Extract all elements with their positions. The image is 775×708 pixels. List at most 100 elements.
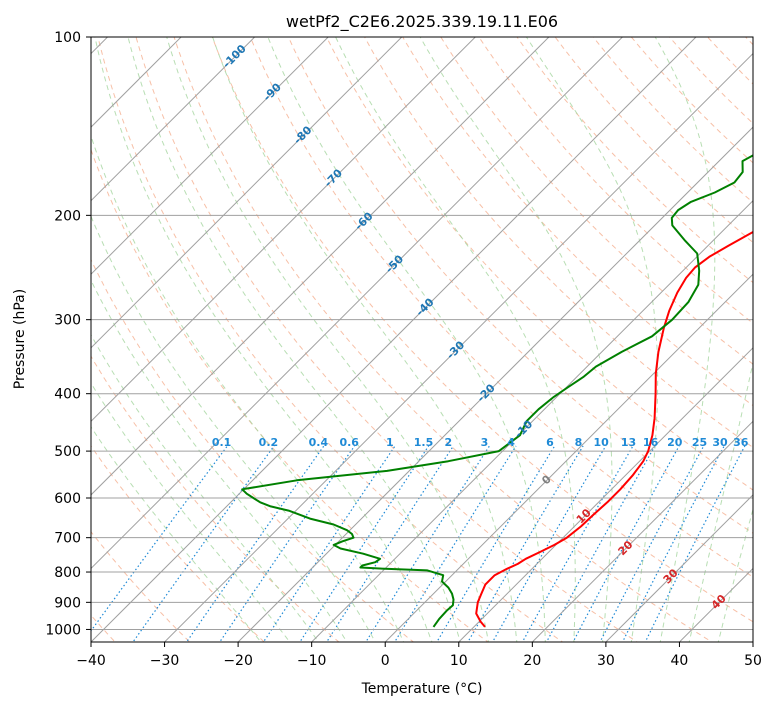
- isotherm-line: [91, 37, 403, 349]
- mixing-ratio-label: 6: [546, 436, 554, 449]
- mixing-ratio-line: [545, 445, 656, 642]
- x-tick-label: 10: [450, 653, 468, 669]
- isotherm-line: [531, 420, 753, 642]
- x-tick-label: 40: [671, 653, 689, 669]
- mixing-ratio-label: 36: [733, 436, 749, 449]
- mixing-ratio-label: 1.5: [414, 436, 434, 449]
- moist-adiabat: [91, 333, 320, 642]
- isotherm-line: [237, 126, 753, 642]
- isotherm-line: [91, 37, 550, 496]
- dry-adiabat: [91, 258, 415, 642]
- mixing-ratio-label: 10: [593, 436, 609, 449]
- x-tick-label: −10: [297, 653, 327, 669]
- isotherm-line: [163, 52, 753, 642]
- x-tick-label: 50: [744, 653, 762, 669]
- mixing-ratio-line: [219, 445, 356, 642]
- isotherm-line: [91, 37, 256, 202]
- moist-adiabat: [525, 37, 659, 642]
- dry-adiabat: [478, 37, 753, 324]
- mixing-ratio-label: 16: [643, 436, 659, 449]
- isotherm-line: [91, 37, 182, 128]
- y-tick-label: 600: [54, 491, 81, 507]
- isotherm-line: [310, 199, 753, 642]
- isotherm-line: [91, 37, 329, 275]
- mixing-ratio-label: 4: [507, 436, 515, 449]
- mixing-ratio-line: [262, 445, 396, 642]
- x-tick-label: −20: [223, 653, 253, 669]
- mixing-ratio-line: [467, 445, 584, 642]
- moist-adiabat: [654, 37, 716, 642]
- x-tick-label: 30: [597, 653, 615, 669]
- moist-adiabat: [91, 382, 291, 642]
- dry-adiabat: [730, 0, 775, 654]
- isotherm-line: [384, 273, 753, 642]
- isotherm-line: [91, 37, 697, 642]
- y-tick-label: 1000: [45, 622, 81, 638]
- dry-adiabat: [91, 531, 191, 642]
- background-lines: [91, 0, 775, 654]
- mixing-ratio-label: 0.1: [212, 436, 232, 449]
- y-tick-label: 400: [54, 387, 81, 403]
- mixing-ratio-label: 2: [444, 436, 452, 449]
- y-tick-label: 100: [54, 30, 81, 46]
- isotherm-line: [91, 37, 477, 423]
- moist-adiabat: [717, 507, 753, 642]
- plot-frame: [90, 36, 754, 643]
- mixing-ratio-label: 0.4: [309, 436, 329, 449]
- x-tick-label: −40: [76, 653, 106, 669]
- y-tick-label: 200: [54, 208, 81, 224]
- moist-adiabat: [166, 37, 490, 642]
- isotherm-line: [458, 347, 753, 642]
- y-tick-label: 800: [54, 565, 81, 581]
- x-tick-label: −30: [150, 653, 180, 669]
- mixing-ratio-line: [91, 445, 228, 632]
- y-axis-title: Pressure (hPa): [12, 289, 28, 389]
- mixing-ratio-label: 25: [692, 436, 707, 449]
- x-tick-label: 20: [523, 653, 541, 669]
- mixing-ratio-label: 13: [621, 436, 636, 449]
- moist-adiabat: [212, 37, 518, 642]
- isotherm-line: [91, 37, 624, 570]
- mixing-ratio-label: 8: [575, 436, 583, 449]
- isotherm-line: [678, 567, 753, 642]
- mixing-ratio-label: 3: [481, 436, 489, 449]
- temperature-profile: [475, 230, 753, 628]
- x-tick-label: 0: [381, 653, 390, 669]
- isotherm-line: [752, 641, 753, 642]
- y-tick-label: 500: [54, 444, 81, 460]
- mixing-ratio-line: [299, 445, 430, 642]
- dry-adiabat: [766, 0, 775, 654]
- y-tick-label: 700: [54, 531, 81, 547]
- dry-adiabat: [744, 37, 753, 46]
- dry-adiabat: [135, 37, 639, 642]
- chart-title: wetPf2_C2E6.2025.339.19.11.E06: [286, 12, 558, 32]
- x-axis-title: Temperature (°C): [361, 681, 483, 697]
- mixing-ratio-line: [325, 445, 454, 642]
- dry-adiabat: [364, 37, 753, 449]
- mixing-ratio-line: [185, 445, 325, 642]
- mixing-ratio-line: [436, 445, 556, 642]
- mixing-ratio-label: 0.2: [259, 436, 279, 449]
- dewpoint-profile: [241, 154, 753, 628]
- dry-adiabat: [249, 37, 753, 578]
- y-tick-label: 300: [54, 313, 81, 329]
- dry-adiabat: [211, 37, 753, 623]
- mixing-ratio-line: [644, 445, 746, 642]
- axes: −40 −30 −20 −10 0 10 20 30 40 5010020030040050060…: [45, 30, 762, 669]
- mixing-ratio-line: [394, 445, 517, 642]
- mixing-ratio-label: 20: [667, 436, 683, 449]
- mixing-ratio-label: 1: [386, 436, 394, 449]
- moist-adiabat: [688, 360, 753, 642]
- dry-adiabat: [402, 37, 753, 407]
- profile-lines: [241, 154, 753, 628]
- dry-adiabat: [630, 37, 753, 164]
- dry-adiabat: [91, 148, 489, 642]
- dry-adiabat: [706, 37, 753, 85]
- moist-adiabat: [419, 37, 613, 642]
- dry-adiabat: [440, 37, 753, 365]
- mixing-ratio-label: 0.6: [339, 436, 359, 449]
- moist-adiabat: [91, 426, 262, 642]
- moist-adiabat: [94, 37, 433, 642]
- dry-adiabat: [97, 37, 564, 642]
